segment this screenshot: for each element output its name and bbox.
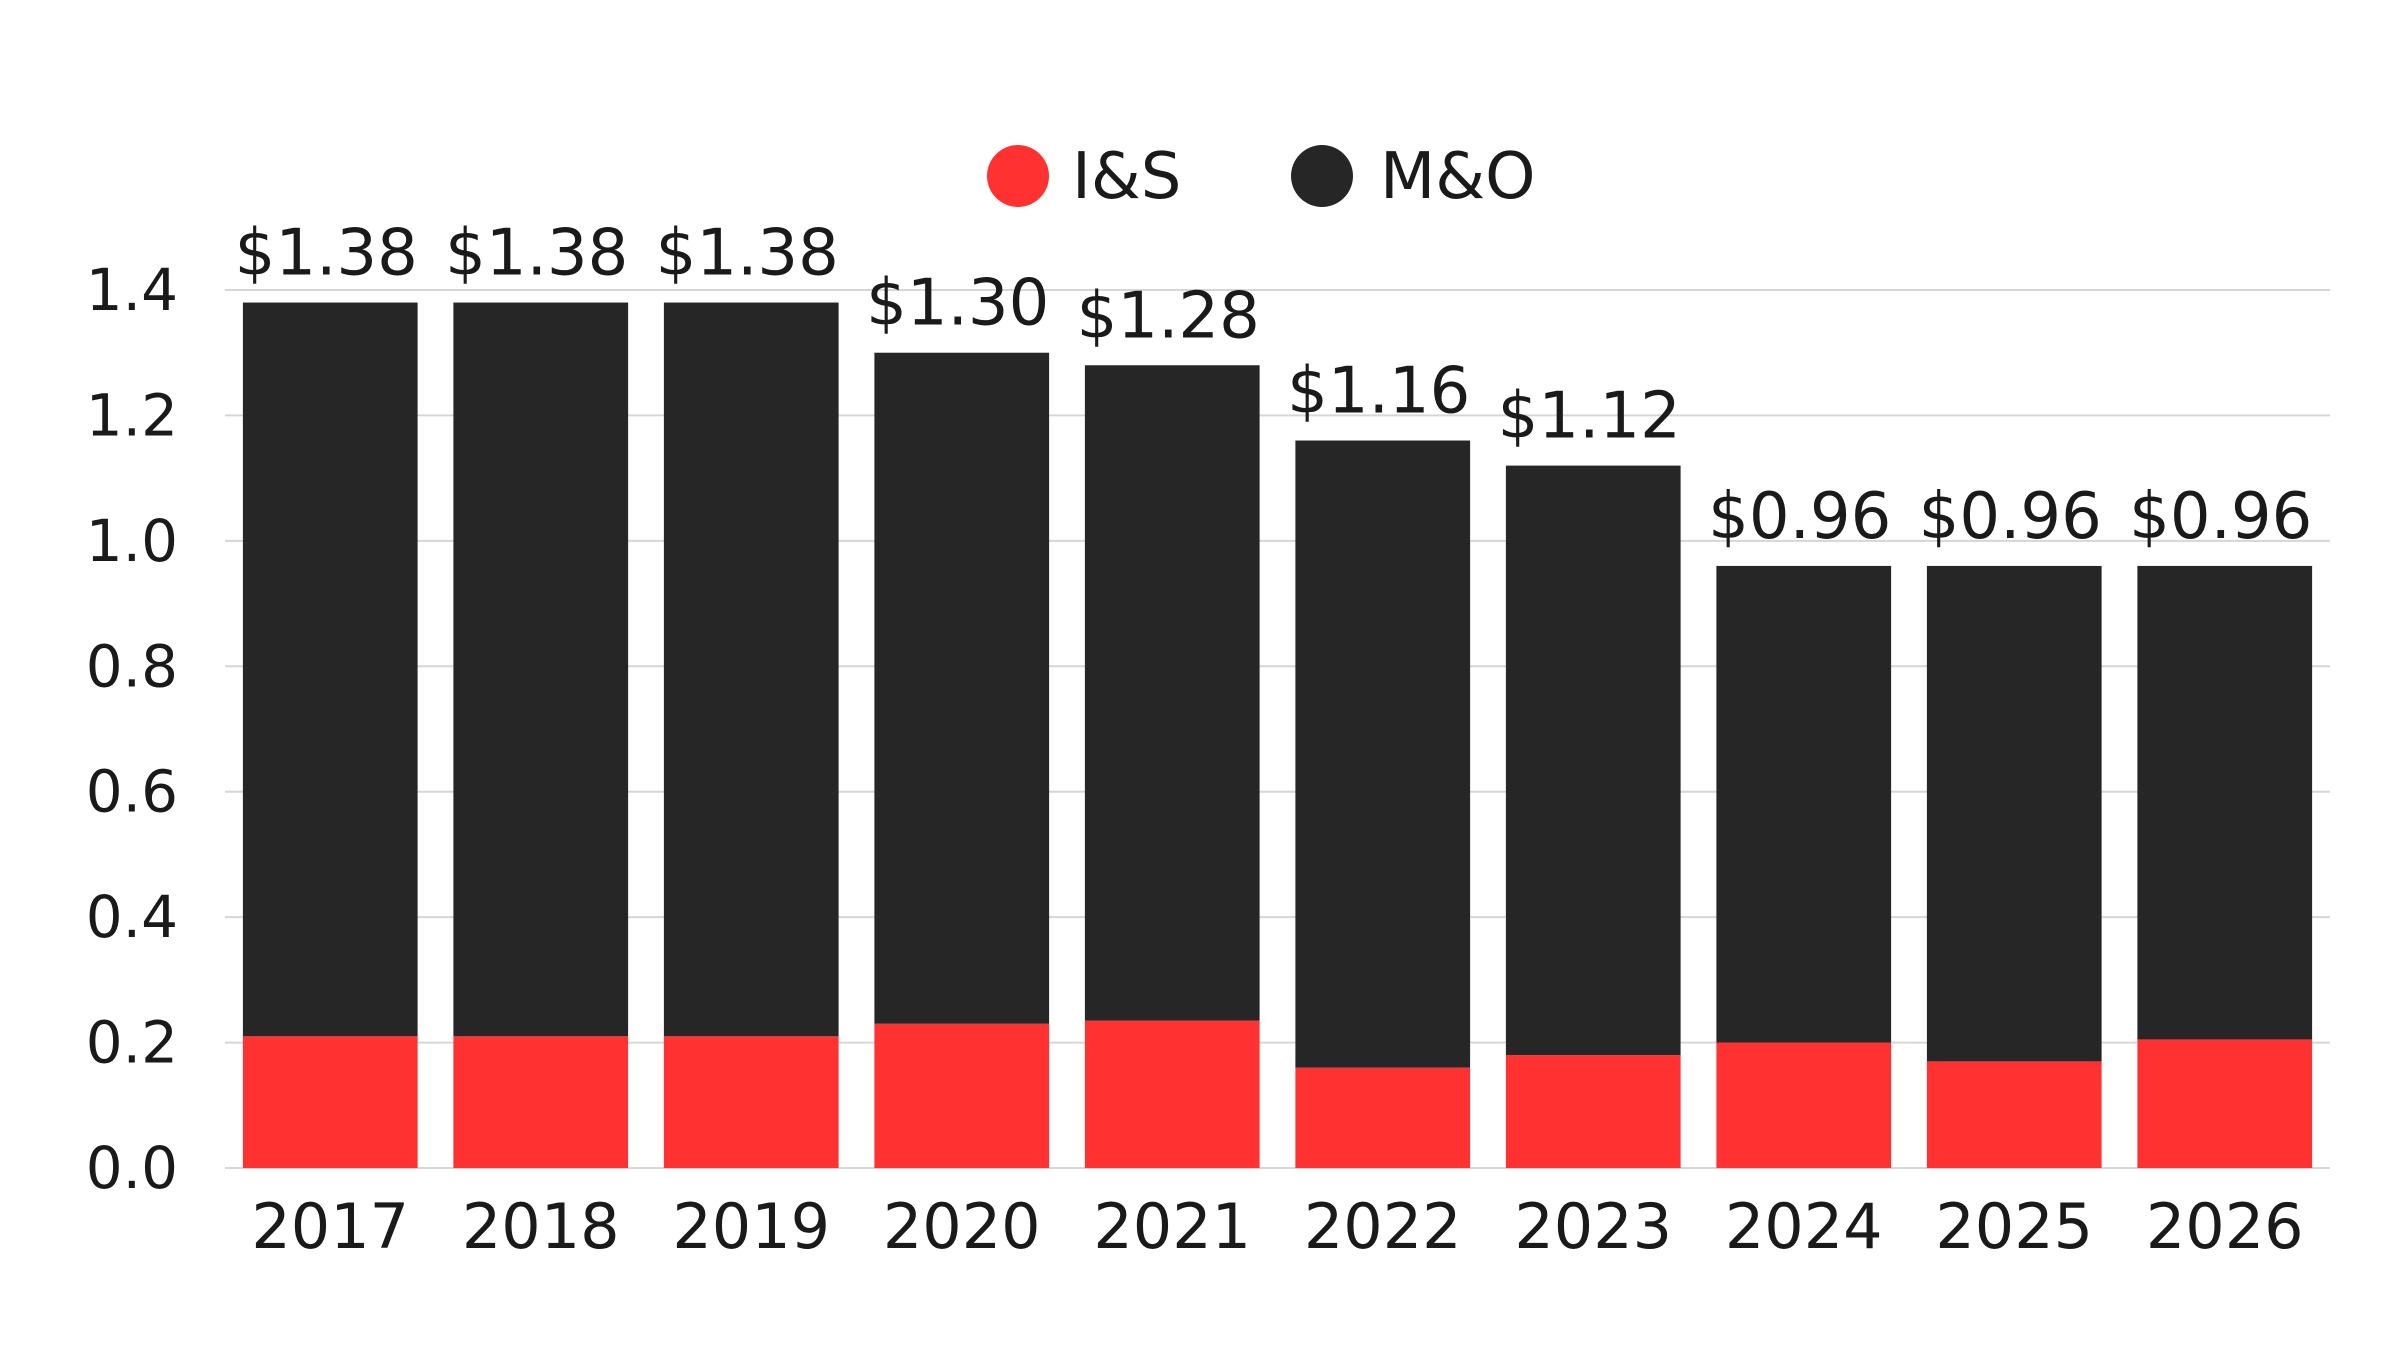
legend-swatch (987, 145, 1049, 207)
bar-segment-mo (453, 302, 629, 1037)
x-tick-label: 2026 (2146, 1190, 2304, 1263)
y-tick-label: 1.2 (86, 381, 178, 449)
legend: I&S M&O (987, 140, 1536, 214)
bar-segment-mo (1084, 365, 1260, 1021)
data-label: $1.38 (235, 217, 418, 291)
x-tick-label: 2017 (251, 1190, 409, 1263)
x-tick-label: 2022 (1304, 1190, 1462, 1263)
data-label: $1.12 (1498, 380, 1681, 454)
bar-segment-mo (1926, 565, 2102, 1062)
bar-segment-is (1716, 1042, 1892, 1168)
y-tick-label: 0.2 (86, 1009, 178, 1077)
data-label: $1.38 (445, 217, 628, 291)
x-tick-label: 2018 (462, 1190, 620, 1263)
x-tick-label: 2023 (1514, 1190, 1672, 1263)
y-tick-label: 0.6 (86, 758, 178, 826)
bar-segment-mo (874, 352, 1050, 1024)
y-axis: 0.0 0.2 0.4 0.6 0.8 1.0 1.2 1.4 (86, 256, 178, 1202)
data-label: $0.96 (1919, 480, 2102, 554)
x-tick-label: 2020 (883, 1190, 1041, 1263)
data-label: $1.16 (1287, 355, 1470, 429)
bar-segment-is (1505, 1055, 1681, 1168)
legend-swatch (1291, 145, 1353, 207)
y-tick-label: 0.0 (86, 1134, 178, 1202)
bar-segment-mo (1295, 440, 1471, 1068)
x-tick-label: 2024 (1725, 1190, 1883, 1263)
x-tick-label: 2025 (1935, 1190, 2093, 1263)
bar-segment-is (874, 1023, 1050, 1168)
bar-segment-is (1295, 1067, 1471, 1168)
data-label: $1.28 (1077, 279, 1260, 353)
y-tick-label: 1.0 (86, 507, 178, 575)
y-tick-label: 1.4 (86, 256, 178, 324)
bar-segment-mo (2137, 565, 2313, 1040)
x-tick-label: 2019 (672, 1190, 830, 1263)
bar-segment-is (2137, 1039, 2313, 1168)
data-label: $0.96 (1708, 480, 1891, 554)
data-label: $1.38 (656, 217, 839, 291)
bar-segment-is (1926, 1061, 2102, 1168)
x-tick-label: 2021 (1093, 1190, 1251, 1263)
bars (242, 302, 2313, 1168)
data-label: $0.96 (2129, 480, 2312, 554)
bar-segment-mo (1505, 465, 1681, 1056)
legend-label: I&S (1072, 140, 1181, 214)
data-label: $1.30 (866, 267, 1049, 341)
legend-label: M&O (1380, 140, 1536, 214)
y-tick-label: 0.8 (86, 632, 178, 700)
bar-segment-mo (663, 302, 839, 1037)
bar-segment-is (1084, 1020, 1260, 1168)
data-labels: $1.38 $1.38 $1.38 $1.30 $1.28 $1.16 $1.12 $0.96… (235, 217, 2313, 554)
bar-segment-mo (1716, 565, 1892, 1043)
bar-segment-is (453, 1036, 629, 1168)
bar-segment-is (663, 1036, 839, 1168)
bar-segment-is (242, 1036, 418, 1168)
y-tick-label: 0.4 (86, 883, 178, 951)
bar-segment-mo (242, 302, 418, 1037)
x-axis: 2017 2018 2019 2020 2021 2022 2023 2024 2025 2026 (251, 1190, 2303, 1263)
